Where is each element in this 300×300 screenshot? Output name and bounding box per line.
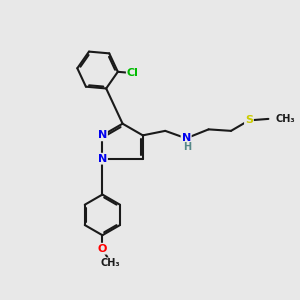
Text: N: N (98, 130, 107, 140)
Text: N: N (182, 133, 191, 143)
Text: S: S (245, 116, 253, 125)
Text: N: N (98, 154, 107, 164)
Text: Cl: Cl (127, 68, 139, 78)
Text: H: H (184, 142, 192, 152)
Text: CH₃: CH₃ (101, 258, 120, 268)
Text: O: O (98, 244, 107, 254)
Text: CH₃: CH₃ (276, 114, 296, 124)
